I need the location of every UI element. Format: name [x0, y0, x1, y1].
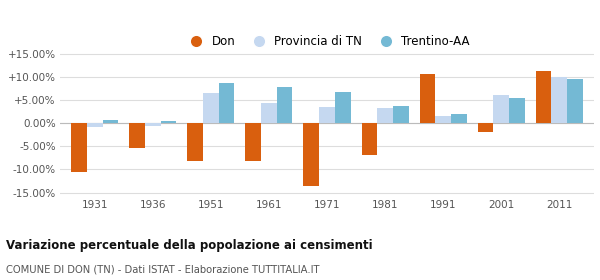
Bar	[130, 123, 145, 148]
Bar	[245, 123, 261, 161]
Bar	[219, 83, 235, 123]
Bar	[536, 71, 551, 123]
Bar	[377, 108, 393, 123]
Bar	[393, 106, 409, 123]
Bar	[71, 123, 87, 172]
Bar	[261, 103, 277, 123]
Legend: Don, Provincia di TN, Trentino-AA: Don, Provincia di TN, Trentino-AA	[179, 30, 475, 53]
Bar	[319, 107, 335, 123]
Bar	[435, 116, 451, 123]
Bar	[451, 114, 467, 123]
Bar	[362, 123, 377, 155]
Bar	[87, 123, 103, 127]
Bar	[419, 74, 435, 123]
Text: Variazione percentuale della popolazione ai censimenti: Variazione percentuale della popolazione…	[6, 239, 373, 252]
Bar	[493, 95, 509, 123]
Bar	[145, 123, 161, 125]
Bar	[277, 87, 292, 123]
Bar	[335, 92, 350, 123]
Bar	[551, 77, 567, 123]
Text: COMUNE DI DON (TN) - Dati ISTAT - Elaborazione TUTTITALIA.IT: COMUNE DI DON (TN) - Dati ISTAT - Elabor…	[6, 265, 320, 275]
Bar	[304, 123, 319, 186]
Bar	[187, 123, 203, 161]
Bar	[478, 123, 493, 132]
Bar	[161, 121, 176, 123]
Bar	[509, 98, 524, 123]
Bar	[567, 79, 583, 123]
Bar	[203, 93, 219, 123]
Bar	[103, 120, 118, 123]
